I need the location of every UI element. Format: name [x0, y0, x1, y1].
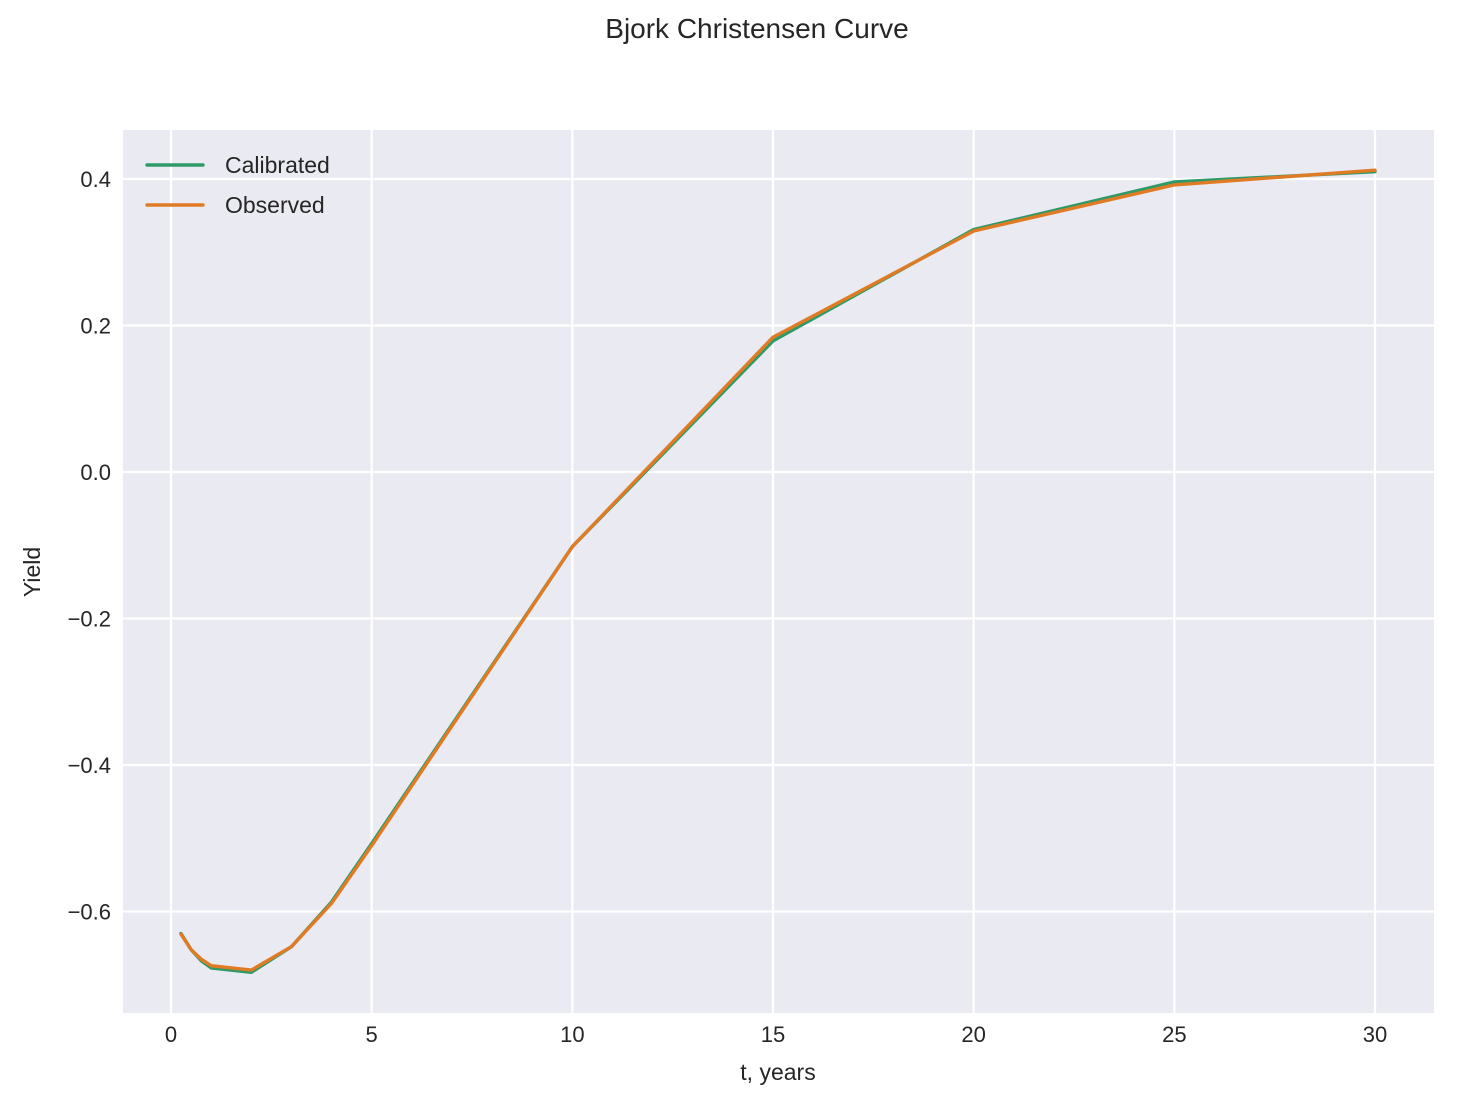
x-tick-label: 25: [1162, 1022, 1186, 1047]
y-tick-label: 0.0: [80, 460, 111, 485]
y-tick-label: −0.2: [68, 607, 111, 632]
series-line-observed: [179, 168, 1377, 972]
x-tick-label: 15: [761, 1022, 785, 1047]
grid-lines: [123, 130, 1434, 1013]
legend-label-calibrated: Calibrated: [225, 152, 330, 178]
x-tick-label: 20: [961, 1022, 985, 1047]
y-tick-label: −0.4: [68, 753, 111, 778]
plot-area: [123, 130, 1434, 1013]
x-tick-label: 5: [366, 1022, 378, 1047]
x-tick-label: 30: [1363, 1022, 1387, 1047]
y-tick-label: 0.2: [80, 314, 111, 339]
data-lines: [179, 168, 1377, 974]
x-axis-ticks: 0 5 10 15 20 25 30: [165, 1022, 1387, 1047]
y-axis-ticks: 0.4 0.2 0.0 −0.2 −0.4 −0.6: [68, 167, 111, 925]
legend-label-observed: Observed: [225, 192, 325, 218]
x-axis-label: t, years: [740, 1059, 815, 1085]
y-axis-label: Yield: [19, 547, 45, 597]
x-tick-label: 0: [165, 1022, 177, 1047]
x-tick-label: 10: [560, 1022, 584, 1047]
y-tick-label: −0.6: [68, 900, 111, 925]
chart-title: Bjork Christensen Curve: [605, 13, 908, 44]
legend: Calibrated Observed: [145, 152, 330, 218]
y-tick-label: 0.4: [80, 167, 111, 192]
